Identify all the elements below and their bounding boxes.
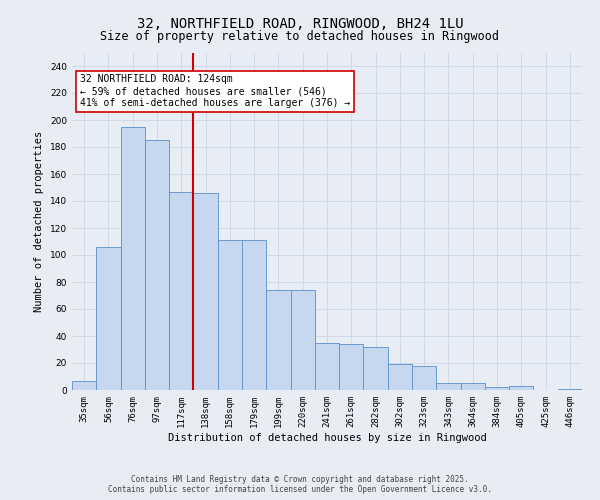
Text: Contains HM Land Registry data © Crown copyright and database right 2025.
Contai: Contains HM Land Registry data © Crown c… (108, 474, 492, 494)
Bar (121, 126, 145, 390)
Bar (412, 366, 436, 390)
Bar (290, 290, 315, 390)
Bar (461, 383, 485, 390)
Text: 32, NORTHFIELD ROAD, RINGWOOD, BH24 1LU: 32, NORTHFIELD ROAD, RINGWOOD, BH24 1LU (137, 18, 463, 32)
Bar (96, 247, 121, 390)
Bar (339, 344, 364, 390)
Text: Size of property relative to detached houses in Ringwood: Size of property relative to detached ho… (101, 30, 499, 43)
X-axis label: Distribution of detached houses by size in Ringwood: Distribution of detached houses by size … (167, 432, 487, 442)
Bar (193, 193, 218, 390)
Text: 32 NORTHFIELD ROAD: 124sqm
← 59% of detached houses are smaller (546)
41% of sem: 32 NORTHFIELD ROAD: 124sqm ← 59% of deta… (80, 74, 350, 108)
Bar (509, 386, 533, 390)
Bar (72, 380, 96, 390)
Bar (218, 240, 242, 390)
Y-axis label: Number of detached properties: Number of detached properties (34, 130, 44, 312)
Bar (169, 192, 193, 390)
Bar (266, 290, 290, 390)
Bar (388, 364, 412, 390)
Bar (485, 388, 509, 390)
Bar (145, 140, 169, 390)
Bar (364, 347, 388, 390)
Bar (436, 383, 461, 390)
Bar (242, 240, 266, 390)
Bar (315, 343, 339, 390)
Bar (558, 388, 582, 390)
